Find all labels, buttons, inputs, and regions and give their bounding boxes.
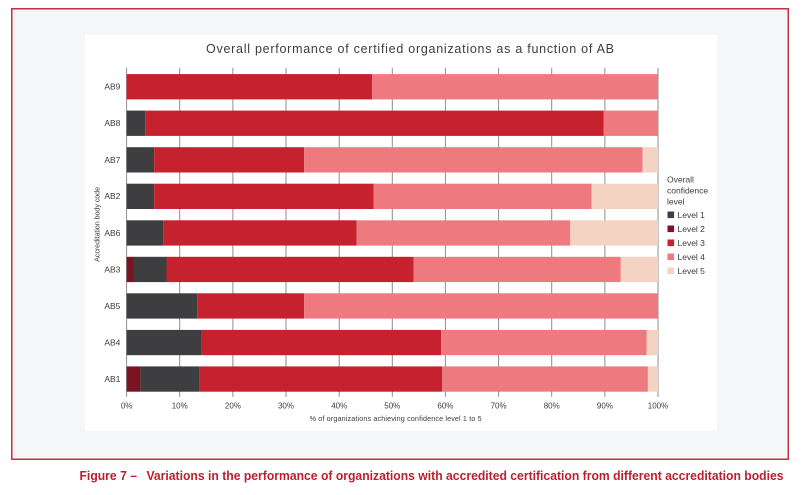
svg-text:Overall: Overall: [667, 174, 694, 184]
svg-text:70%: 70%: [491, 401, 507, 410]
svg-text:confidence: confidence: [667, 185, 708, 195]
svg-text:Level 4: Level 4: [678, 252, 706, 262]
svg-text:Accreditation body code: Accreditation body code: [93, 187, 102, 262]
svg-text:Level 1: Level 1: [678, 210, 706, 220]
svg-text:40%: 40%: [331, 401, 347, 410]
svg-text:AB6: AB6: [104, 228, 120, 238]
svg-text:AB7: AB7: [104, 155, 120, 165]
svg-text:AB9: AB9: [104, 82, 120, 92]
svg-text:Level 2: Level 2: [678, 224, 706, 234]
svg-text:AB5: AB5: [104, 301, 120, 311]
svg-text:AB8: AB8: [104, 118, 120, 128]
svg-text:10%: 10%: [172, 401, 188, 410]
svg-text:20%: 20%: [225, 401, 241, 410]
svg-text:100%: 100%: [648, 401, 668, 410]
svg-text:Level 5: Level 5: [678, 266, 706, 276]
svg-text:Overall performance of certifi: Overall performance of certified organiz…: [206, 42, 614, 56]
svg-text:AB3: AB3: [104, 264, 120, 274]
svg-text:Level 3: Level 3: [678, 238, 706, 248]
svg-text:90%: 90%: [597, 401, 613, 410]
svg-text:30%: 30%: [278, 401, 294, 410]
svg-text:AB2: AB2: [104, 191, 120, 201]
svg-text:Figure 7 – Variations in the: Figure 7 – Variations in the performance…: [80, 469, 784, 483]
svg-text:AB4: AB4: [104, 337, 120, 347]
svg-text:% of organizations achieving c: % of organizations achieving confidence …: [310, 414, 482, 423]
svg-text:80%: 80%: [544, 401, 560, 410]
svg-text:0%: 0%: [121, 401, 133, 410]
svg-text:60%: 60%: [437, 401, 453, 410]
svg-text:level: level: [667, 196, 685, 206]
svg-text:AB1: AB1: [104, 374, 120, 384]
svg-text:50%: 50%: [384, 401, 400, 410]
